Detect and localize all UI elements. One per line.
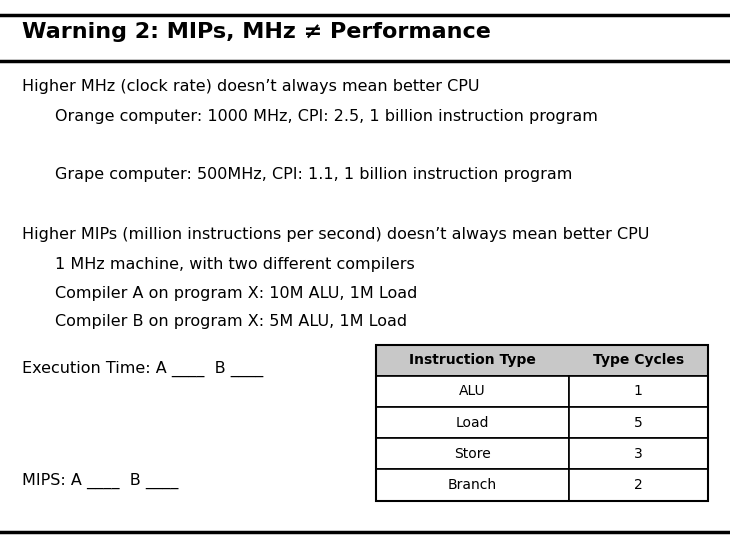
Text: 3: 3 — [634, 447, 642, 461]
Text: 1 MHz machine, with two different compilers: 1 MHz machine, with two different compil… — [55, 257, 415, 272]
FancyBboxPatch shape — [376, 376, 569, 407]
Text: Compiler B on program X: 5M ALU, 1M Load: Compiler B on program X: 5M ALU, 1M Load — [55, 314, 407, 329]
Text: 2: 2 — [634, 478, 642, 492]
FancyBboxPatch shape — [569, 438, 708, 469]
Text: Branch: Branch — [447, 478, 497, 492]
Text: Compiler A on program X: 10M ALU, 1M Load: Compiler A on program X: 10M ALU, 1M Loa… — [55, 286, 417, 300]
Text: Warning 2: MIPs, MHz ≠ Performance: Warning 2: MIPs, MHz ≠ Performance — [22, 22, 491, 42]
Text: Load: Load — [456, 416, 489, 429]
Text: Store: Store — [454, 447, 491, 461]
FancyBboxPatch shape — [376, 438, 569, 469]
Text: 1: 1 — [634, 385, 643, 398]
FancyBboxPatch shape — [569, 376, 708, 407]
Text: Grape computer: 500MHz, CPI: 1.1, 1 billion instruction program: Grape computer: 500MHz, CPI: 1.1, 1 bill… — [55, 167, 572, 182]
FancyBboxPatch shape — [376, 345, 708, 376]
FancyBboxPatch shape — [376, 469, 569, 501]
Text: 5: 5 — [634, 416, 642, 429]
Text: Higher MHz (clock rate) doesn’t always mean better CPU: Higher MHz (clock rate) doesn’t always m… — [22, 79, 480, 94]
Text: ALU: ALU — [459, 385, 485, 398]
Text: Type Cycles: Type Cycles — [593, 353, 684, 367]
Text: Orange computer: 1000 MHz, CPI: 2.5, 1 billion instruction program: Orange computer: 1000 MHz, CPI: 2.5, 1 b… — [55, 109, 598, 124]
FancyBboxPatch shape — [569, 469, 708, 501]
FancyBboxPatch shape — [569, 407, 708, 438]
Text: Execution Time: A ____  B ____: Execution Time: A ____ B ____ — [22, 361, 263, 377]
FancyBboxPatch shape — [376, 407, 569, 438]
Text: MIPS: A ____  B ____: MIPS: A ____ B ____ — [22, 473, 178, 490]
Text: Instruction Type: Instruction Type — [409, 353, 536, 367]
Text: Higher MIPs (million instructions per second) doesn’t always mean better CPU: Higher MIPs (million instructions per se… — [22, 227, 649, 242]
